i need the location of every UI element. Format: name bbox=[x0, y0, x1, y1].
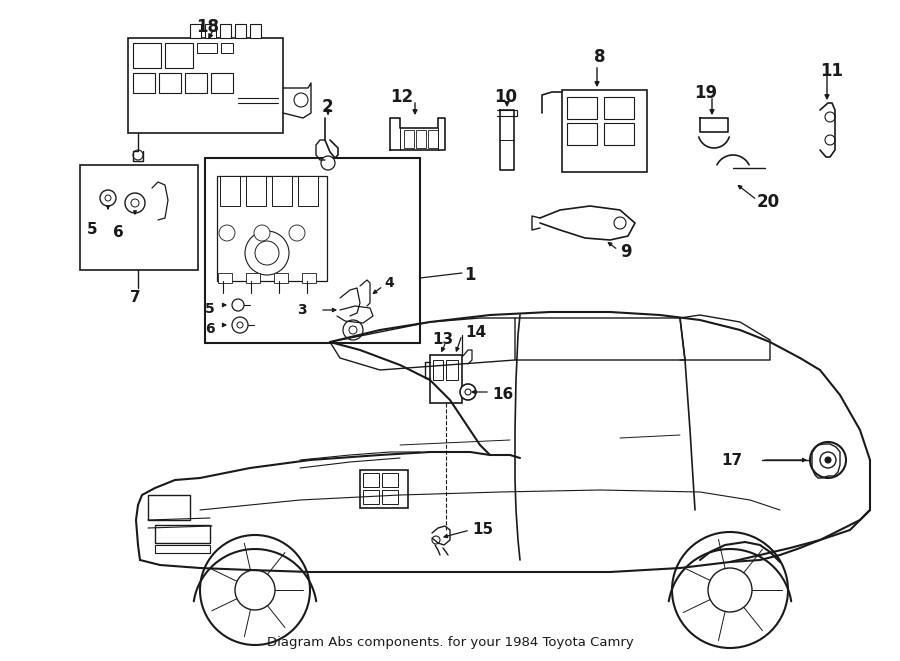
Circle shape bbox=[289, 225, 305, 241]
Circle shape bbox=[100, 190, 116, 206]
Bar bbox=[298, 176, 318, 206]
Text: 1: 1 bbox=[464, 266, 475, 284]
Circle shape bbox=[235, 570, 275, 610]
Bar bbox=[274, 273, 288, 283]
Bar bbox=[404, 130, 414, 148]
Circle shape bbox=[232, 299, 244, 311]
Circle shape bbox=[219, 225, 235, 241]
Circle shape bbox=[820, 452, 836, 468]
Circle shape bbox=[133, 150, 143, 160]
Bar bbox=[133, 43, 161, 68]
Text: 18: 18 bbox=[196, 18, 220, 36]
Text: 17: 17 bbox=[721, 453, 742, 468]
Bar bbox=[567, 123, 597, 145]
Circle shape bbox=[232, 317, 248, 333]
Bar bbox=[159, 73, 181, 93]
Bar bbox=[363, 490, 379, 504]
Bar bbox=[211, 73, 233, 93]
Text: 6: 6 bbox=[113, 225, 124, 240]
Text: 11: 11 bbox=[820, 62, 843, 80]
Bar bbox=[148, 495, 190, 520]
Bar bbox=[165, 43, 193, 68]
Circle shape bbox=[349, 326, 357, 334]
Circle shape bbox=[672, 532, 788, 648]
Circle shape bbox=[432, 536, 440, 544]
Text: 19: 19 bbox=[694, 84, 717, 102]
Text: 16: 16 bbox=[492, 387, 513, 402]
Circle shape bbox=[321, 156, 335, 170]
Text: 3: 3 bbox=[297, 303, 307, 317]
Bar bbox=[567, 97, 597, 119]
Bar bbox=[218, 273, 232, 283]
Circle shape bbox=[614, 217, 626, 229]
Bar bbox=[250, 24, 261, 38]
Bar bbox=[133, 73, 155, 93]
Bar bbox=[221, 43, 233, 53]
Bar bbox=[302, 273, 316, 283]
Bar bbox=[235, 24, 246, 38]
Bar bbox=[246, 176, 266, 206]
Circle shape bbox=[825, 112, 835, 122]
Circle shape bbox=[131, 199, 139, 207]
Bar bbox=[430, 355, 462, 403]
Text: 6: 6 bbox=[205, 322, 214, 336]
Bar bbox=[205, 158, 420, 343]
Circle shape bbox=[105, 195, 111, 201]
Text: 10: 10 bbox=[494, 88, 517, 106]
Text: 5: 5 bbox=[87, 222, 97, 237]
Bar bbox=[155, 525, 210, 543]
Text: 7: 7 bbox=[130, 290, 140, 305]
Circle shape bbox=[200, 535, 310, 645]
Bar bbox=[155, 545, 210, 553]
Bar bbox=[128, 38, 283, 133]
Bar bbox=[190, 24, 201, 38]
Bar bbox=[197, 43, 217, 53]
Bar bbox=[80, 165, 198, 270]
Bar bbox=[220, 24, 231, 38]
Text: 9: 9 bbox=[620, 243, 632, 261]
Text: 13: 13 bbox=[432, 332, 453, 347]
Bar bbox=[272, 176, 292, 206]
Text: 2: 2 bbox=[322, 98, 334, 116]
Bar bbox=[604, 97, 634, 119]
Bar bbox=[185, 73, 207, 93]
Bar bbox=[205, 24, 216, 38]
Text: 12: 12 bbox=[390, 88, 413, 106]
Bar bbox=[433, 360, 443, 380]
Text: 5: 5 bbox=[205, 302, 215, 316]
Text: 20: 20 bbox=[757, 193, 780, 211]
Bar bbox=[562, 90, 647, 172]
Bar bbox=[416, 130, 426, 148]
Circle shape bbox=[245, 231, 289, 275]
Circle shape bbox=[810, 442, 846, 478]
Bar bbox=[220, 176, 240, 206]
Circle shape bbox=[125, 193, 145, 213]
Text: 15: 15 bbox=[472, 522, 493, 537]
Bar bbox=[217, 176, 327, 281]
Text: 14: 14 bbox=[465, 325, 486, 340]
Circle shape bbox=[343, 320, 363, 340]
Text: Diagram Abs components. for your 1984 Toyota Camry: Diagram Abs components. for your 1984 To… bbox=[266, 636, 634, 649]
Bar bbox=[428, 130, 438, 148]
Text: 8: 8 bbox=[594, 48, 606, 66]
Circle shape bbox=[825, 135, 835, 145]
Bar bbox=[360, 470, 408, 508]
Text: 4: 4 bbox=[384, 276, 394, 290]
Circle shape bbox=[825, 457, 831, 463]
Circle shape bbox=[255, 241, 279, 265]
Circle shape bbox=[708, 568, 752, 612]
Bar bbox=[363, 473, 379, 487]
Bar bbox=[446, 360, 458, 380]
Bar bbox=[382, 490, 398, 504]
Bar bbox=[604, 123, 634, 145]
Circle shape bbox=[254, 225, 270, 241]
Circle shape bbox=[460, 384, 476, 400]
Circle shape bbox=[294, 93, 308, 107]
Bar bbox=[382, 473, 398, 487]
Bar bbox=[246, 273, 260, 283]
Circle shape bbox=[465, 389, 471, 395]
Circle shape bbox=[237, 322, 243, 328]
